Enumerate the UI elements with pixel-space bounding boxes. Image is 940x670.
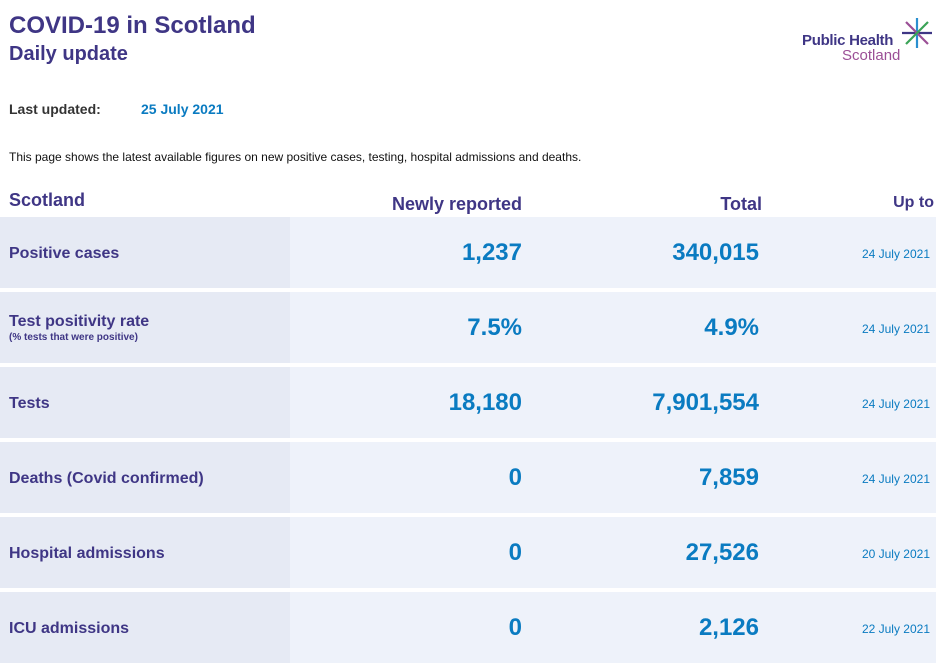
public-health-scotland-logo: Public Health Scotland xyxy=(802,16,936,66)
row-up-to-date: 24 July 2021 xyxy=(861,397,930,411)
row-total-value: 4.9% xyxy=(704,314,759,341)
row-up-to-date: 24 July 2021 xyxy=(861,247,930,261)
table-row: Tests 18,180 7,901,554 24 July 2021 xyxy=(0,367,936,438)
page-subtitle: Daily update xyxy=(9,43,128,65)
row-label: ICU admissions xyxy=(9,620,130,637)
last-updated-value: 25 July 2021 xyxy=(141,101,224,117)
row-newly-reported-value: 1,237 xyxy=(461,239,522,266)
row-label: Deaths (Covid confirmed) xyxy=(9,470,204,487)
row-label-cell xyxy=(0,292,290,363)
column-header-region: Scotland xyxy=(9,190,86,210)
intro-text: This page shows the latest available fig… xyxy=(9,150,582,164)
table-row: ICU admissions 0 2,126 22 July 2021 xyxy=(0,592,936,663)
row-newly-reported-value: 0 xyxy=(508,539,522,566)
row-up-to-date: 20 July 2021 xyxy=(861,547,930,561)
star-icon xyxy=(902,18,932,48)
row-total-value: 2,126 xyxy=(698,614,759,641)
row-sublabel: (% tests that were positive) xyxy=(9,332,138,343)
table-row: Deaths (Covid confirmed) 0 7,859 24 July… xyxy=(0,442,936,513)
column-header-up-to: Up to xyxy=(893,194,934,211)
row-newly-reported-value: 0 xyxy=(508,464,522,491)
row-label-cell xyxy=(0,442,290,513)
row-newly-reported-value: 18,180 xyxy=(448,389,522,416)
row-newly-reported-value: 7.5% xyxy=(467,314,522,341)
last-updated-label: Last updated: xyxy=(9,101,101,117)
row-up-to-date: 24 July 2021 xyxy=(861,322,930,336)
row-label-cell xyxy=(0,217,290,288)
table-row: Hospital admissions 0 27,526 20 July 202… xyxy=(0,517,936,588)
row-total-value: 27,526 xyxy=(685,539,759,566)
row-label-cell xyxy=(0,592,290,663)
row-total-value: 340,015 xyxy=(672,239,759,266)
row-label-cell xyxy=(0,517,290,588)
table-row: Positive cases 1,237 340,015 24 July 202… xyxy=(0,217,936,288)
row-total-value: 7,901,554 xyxy=(652,389,759,416)
logo-text-line1: Public Health xyxy=(802,32,894,49)
column-header-newly-reported: Newly reported xyxy=(392,194,523,214)
row-label: Positive cases xyxy=(9,245,120,262)
row-up-to-date: 22 July 2021 xyxy=(861,622,930,636)
row-newly-reported-value: 0 xyxy=(508,614,522,641)
logo-text-line2: Scotland xyxy=(842,47,901,64)
row-up-to-date: 24 July 2021 xyxy=(861,472,930,486)
page-title: COVID-19 in Scotland xyxy=(9,12,256,39)
row-label: Tests xyxy=(9,395,50,412)
row-label-cell xyxy=(0,367,290,438)
table-row: Test positivity rate (% tests that were … xyxy=(0,292,936,363)
summary-table: Positive cases 1,237 340,015 24 July 202… xyxy=(0,217,940,667)
column-header-total: Total xyxy=(720,194,762,214)
row-label: Hospital admissions xyxy=(9,545,165,562)
row-total-value: 7,859 xyxy=(698,464,759,491)
row-label: Test positivity rate xyxy=(9,313,150,330)
